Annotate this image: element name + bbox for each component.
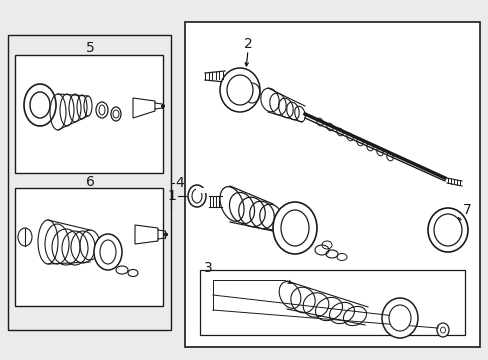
Ellipse shape bbox=[427, 208, 467, 252]
Bar bbox=[196, 188, 207, 193]
Text: 6: 6 bbox=[85, 175, 94, 189]
Bar bbox=[184, 22, 479, 347]
Ellipse shape bbox=[381, 298, 417, 338]
Text: 5: 5 bbox=[85, 41, 94, 55]
Ellipse shape bbox=[113, 110, 119, 118]
Ellipse shape bbox=[99, 105, 105, 115]
Bar bbox=[8, 35, 171, 330]
Text: 2: 2 bbox=[243, 37, 252, 51]
Ellipse shape bbox=[164, 233, 167, 236]
Bar bbox=[200, 270, 464, 335]
Ellipse shape bbox=[281, 210, 308, 246]
Ellipse shape bbox=[111, 107, 121, 121]
Ellipse shape bbox=[226, 75, 252, 105]
Ellipse shape bbox=[161, 104, 164, 108]
Ellipse shape bbox=[187, 185, 205, 207]
Bar bbox=[15, 188, 163, 306]
Text: 7: 7 bbox=[462, 203, 471, 217]
Ellipse shape bbox=[388, 305, 410, 331]
Text: 1: 1 bbox=[167, 189, 176, 203]
Ellipse shape bbox=[433, 214, 461, 246]
Bar bbox=[15, 55, 163, 173]
Ellipse shape bbox=[100, 240, 116, 264]
Ellipse shape bbox=[192, 189, 202, 203]
Ellipse shape bbox=[436, 323, 448, 337]
Ellipse shape bbox=[30, 92, 50, 118]
Ellipse shape bbox=[220, 68, 260, 112]
Text: 4: 4 bbox=[175, 176, 183, 190]
Ellipse shape bbox=[94, 234, 122, 270]
Ellipse shape bbox=[96, 102, 108, 118]
Ellipse shape bbox=[24, 84, 56, 126]
Text: 3: 3 bbox=[203, 261, 212, 275]
Ellipse shape bbox=[272, 202, 316, 254]
